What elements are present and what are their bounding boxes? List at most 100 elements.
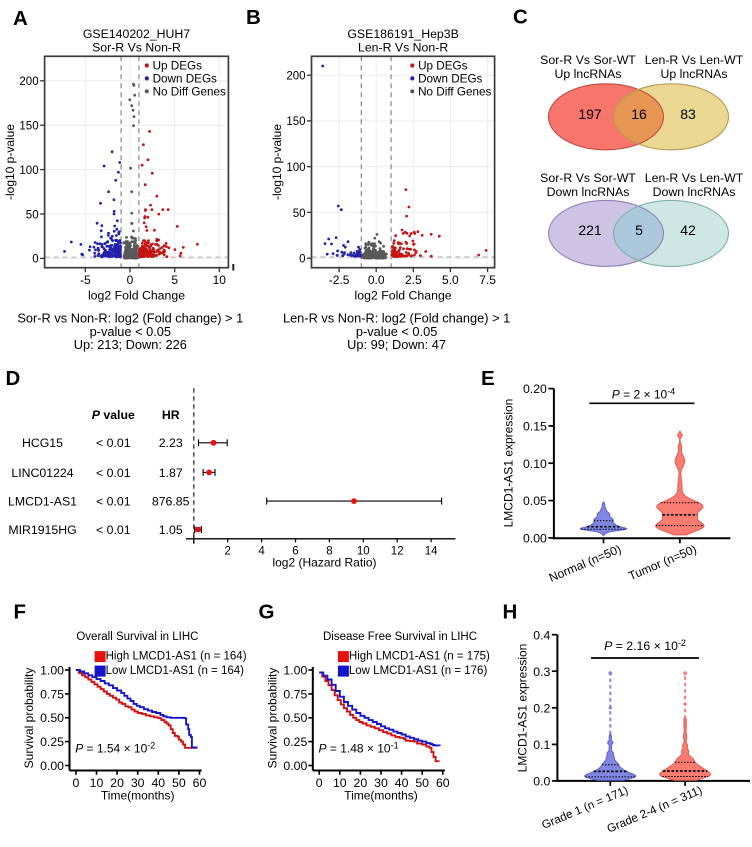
svg-text:p-value < 0.05: p-value < 0.05: [356, 324, 437, 339]
svg-text:10: 10: [90, 776, 104, 790]
svg-text:Low LMCD1-AS1 (n = 164): Low LMCD1-AS1 (n = 164): [106, 665, 245, 677]
svg-text:A: A: [13, 7, 28, 30]
svg-text:Overall Survival in LIHC: Overall Survival in LIHC: [76, 631, 198, 643]
svg-text:2.23: 2.23: [159, 436, 183, 450]
svg-text:G: G: [259, 601, 275, 624]
svg-text:< 0.01: < 0.01: [96, 523, 131, 537]
svg-text:0.0: 0.0: [533, 775, 550, 789]
svg-text:1.00: 1.00: [40, 663, 64, 677]
svg-text:0.2: 0.2: [533, 701, 550, 715]
svg-text:0.75: 0.75: [283, 687, 307, 701]
svg-text:60: 60: [193, 776, 207, 790]
svg-text:Sor-R Vs Non-R: Sor-R Vs Non-R: [92, 41, 181, 55]
svg-text:40: 40: [395, 776, 409, 790]
svg-text:2.5: 2.5: [405, 273, 422, 287]
svg-text:4: 4: [258, 545, 265, 557]
svg-text:Up lncRNAs: Up lncRNAs: [555, 67, 622, 81]
svg-text:200: 200: [286, 71, 305, 83]
svg-text:0.00: 0.00: [283, 759, 307, 773]
svg-text:10: 10: [213, 273, 227, 287]
svg-text:LMCD1-AS1 expression: LMCD1-AS1 expression: [516, 644, 530, 773]
svg-text:Low LMCD1-AS1 (n = 176): Low LMCD1-AS1 (n = 176): [349, 665, 488, 677]
svg-text:Len-R Vs Len-WT: Len-R Vs Len-WT: [645, 53, 744, 67]
svg-text:HR: HR: [162, 408, 180, 422]
svg-text:0: 0: [316, 776, 323, 790]
svg-text:Down lncRNAs: Down lncRNAs: [653, 185, 736, 199]
svg-text:0.3: 0.3: [533, 665, 550, 679]
svg-text:GSE140202_HUH7: GSE140202_HUH7: [83, 27, 190, 41]
svg-text:50: 50: [172, 776, 186, 790]
svg-text:1.00: 1.00: [283, 663, 307, 677]
svg-text:C: C: [513, 6, 528, 29]
svg-text:B: B: [246, 6, 261, 29]
svg-text:30: 30: [131, 776, 145, 790]
svg-text:Down DEGs: Down DEGs: [153, 73, 217, 86]
svg-text:H: H: [503, 601, 518, 624]
svg-text:log2 (Hazard Ratio): log2 (Hazard Ratio): [272, 556, 376, 570]
svg-text:Up DEGs: Up DEGs: [153, 60, 203, 73]
svg-text:P = 2 × 10-4: P = 2 × 10-4: [612, 386, 675, 401]
svg-text:Sor-R Vs Sor-WT: Sor-R Vs Sor-WT: [540, 53, 636, 67]
svg-text:p-value < 0.05: p-value < 0.05: [90, 324, 171, 339]
svg-text:Len-R Vs Len-WT: Len-R Vs Len-WT: [645, 171, 744, 185]
svg-text:Down lncRNAs: Down lncRNAs: [547, 185, 630, 199]
svg-text:2: 2: [224, 545, 230, 557]
svg-text:150: 150: [19, 121, 38, 133]
svg-text:Sor-R vs Non-R: log2 (Fold cha: Sor-R vs Non-R: log2 (Fold change) > 1: [17, 311, 243, 326]
svg-text:10: 10: [357, 545, 370, 557]
svg-text:0.0: 0.0: [368, 273, 385, 287]
svg-text:5.0: 5.0: [442, 273, 459, 287]
svg-text:0.00: 0.00: [523, 532, 547, 546]
svg-text:0: 0: [72, 776, 79, 790]
svg-text:40: 40: [151, 776, 165, 790]
svg-text:221: 221: [578, 222, 602, 238]
svg-text:GSE186191_Hep3B: GSE186191_Hep3B: [347, 27, 458, 41]
svg-text:0: 0: [127, 273, 134, 287]
svg-text:0.50: 0.50: [283, 711, 307, 725]
svg-text:Down DEGs: Down DEGs: [418, 73, 482, 86]
svg-text:Up: 213; Down: 226: Up: 213; Down: 226: [74, 337, 187, 352]
svg-text:0.25: 0.25: [283, 735, 307, 749]
svg-text:0.00: 0.00: [40, 759, 64, 773]
svg-text:10: 10: [333, 776, 347, 790]
svg-text:0.25: 0.25: [40, 735, 64, 749]
svg-text:0.1: 0.1: [533, 738, 550, 752]
svg-text:150: 150: [286, 116, 305, 128]
svg-text:30: 30: [374, 776, 388, 790]
svg-text:1.05: 1.05: [159, 523, 183, 537]
svg-text:-log10 p-value: -log10 p-value: [3, 124, 17, 200]
svg-text:E: E: [481, 367, 495, 390]
svg-text:Len-R vs Non-R: log2 (Fold cha: Len-R vs Non-R: log2 (Fold change) > 1: [283, 311, 510, 326]
svg-text:16: 16: [631, 106, 647, 122]
svg-text:High LMCD1-AS1 (n = 164): High LMCD1-AS1 (n = 164): [106, 651, 247, 663]
svg-text:876.85: 876.85: [152, 495, 190, 509]
svg-text:log2 Fold Change: log2 Fold Change: [355, 289, 452, 303]
svg-text:LMCD1-AS1 expression: LMCD1-AS1 expression: [502, 399, 516, 528]
svg-text:6: 6: [292, 545, 298, 557]
svg-text:42: 42: [680, 222, 696, 238]
svg-text:P = 2.16 × 10-2: P = 2.16 × 10-2: [604, 638, 686, 653]
svg-text:No Diff Genes: No Diff Genes: [418, 86, 491, 99]
svg-text:-5: -5: [80, 273, 91, 287]
svg-text:HCG15: HCG15: [22, 436, 63, 450]
svg-text:D: D: [6, 367, 21, 390]
svg-text:12: 12: [391, 545, 404, 557]
svg-text:-2.5: -2.5: [329, 273, 350, 287]
svg-text:P value: P value: [92, 408, 135, 422]
svg-text:20: 20: [110, 776, 124, 790]
svg-text:0.4: 0.4: [533, 628, 550, 642]
svg-text:0.20: 0.20: [523, 382, 547, 396]
svg-text:0.05: 0.05: [523, 494, 547, 508]
svg-text:P = 1.54 × 10-2: P = 1.54 × 10-2: [75, 741, 155, 756]
svg-text:Up lncRNAs: Up lncRNAs: [661, 67, 728, 81]
svg-text:100: 100: [19, 165, 38, 177]
svg-text:50: 50: [26, 209, 39, 221]
svg-text:LINC01224: LINC01224: [11, 466, 73, 480]
svg-text:0.10: 0.10: [523, 457, 547, 471]
svg-text:100: 100: [286, 162, 305, 174]
svg-text:0.50: 0.50: [40, 711, 64, 725]
svg-text:1.87: 1.87: [159, 466, 183, 480]
svg-text:Up: 99; Down: 47: Up: 99; Down: 47: [347, 337, 446, 352]
svg-text:Survival probability: Survival probability: [22, 668, 36, 769]
svg-text:200: 200: [19, 76, 38, 88]
